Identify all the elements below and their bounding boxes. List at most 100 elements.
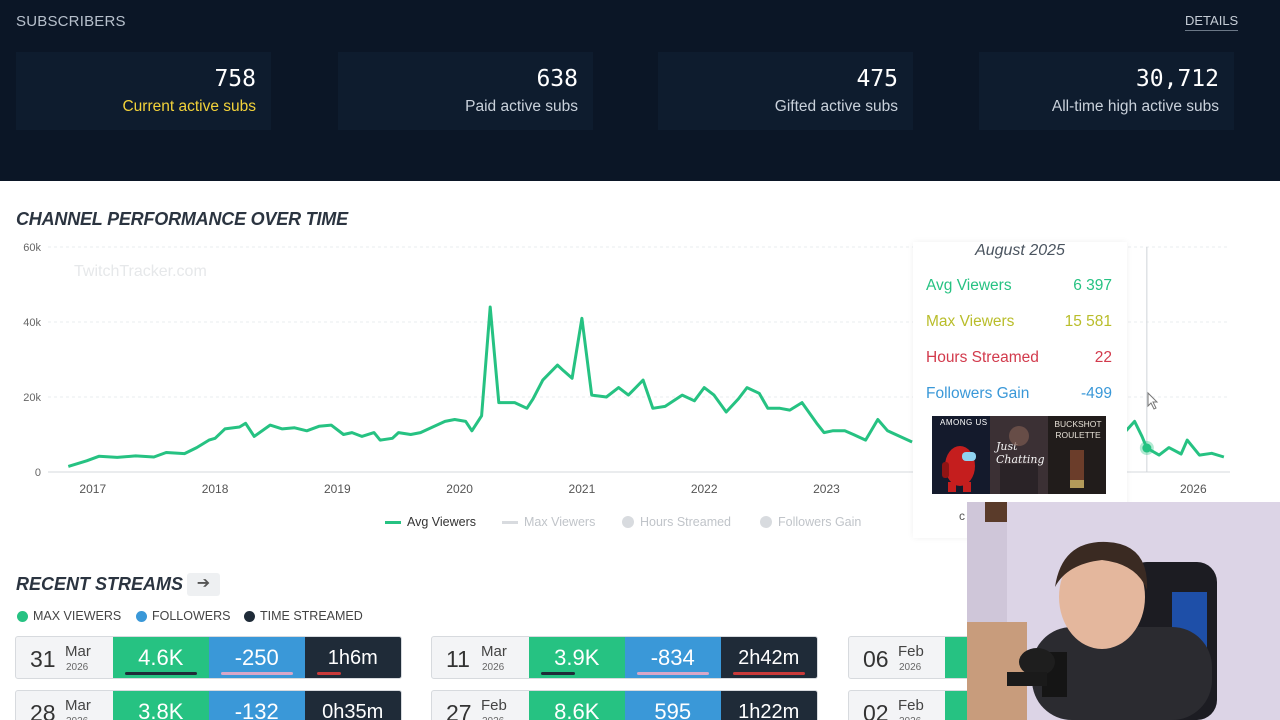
recent-legend-max-viewers: MAX VIEWERS [17, 609, 121, 623]
max-viewers-bar [124, 672, 197, 675]
game-thumb-buckshot-roulette: BUCKSHOT ROULETTE [1048, 416, 1106, 494]
stream-date: 06 Feb 2026 [849, 637, 945, 678]
stream-time-streamed: 0h35m [304, 691, 401, 720]
stream-max-viewers-value: 4.6K [138, 645, 184, 670]
legend-avg-viewers[interactable]: Avg Viewers [385, 515, 476, 529]
stream-date: 11 Mar 2026 [432, 637, 529, 678]
legend-line-icon [502, 520, 518, 524]
stream-max-viewers-value: 8.6K [554, 699, 600, 720]
among-us-crewmate-icon [942, 446, 976, 492]
x-tick-label: 2018 [202, 482, 229, 496]
stat-label: Gifted active subs [774, 98, 898, 115]
stat-current-active-subs: 758 Current active subs [16, 52, 271, 130]
stream-year: 2026 [899, 716, 921, 720]
stat-paid-active-subs: 638 Paid active subs [338, 52, 593, 130]
stream-month: Feb [898, 697, 924, 714]
followers-bar [221, 672, 293, 675]
stream-time-streamed: 1h22m [720, 691, 817, 720]
legend-label: Followers Gain [778, 515, 862, 529]
tooltip-row-hours-streamed: Hours Streamed 22 [926, 349, 1112, 367]
stream-card[interactable]: 28 Mar 2026 3.8K -132 0h35m [15, 690, 402, 720]
stream-time-value: 0h35m [322, 701, 384, 720]
recent-legend-time-streamed: TIME STREAMED [244, 609, 363, 623]
chart-tooltip: August 2025 Avg Viewers 6 397 Max Viewer… [913, 242, 1127, 538]
stream-day: 06 [863, 646, 889, 672]
stream-max-viewers: 3.9K [528, 637, 625, 678]
stream-date: 27 Feb 2026 [432, 691, 529, 720]
followers-bar [637, 672, 709, 675]
stream-month: Mar [65, 643, 91, 660]
stream-followers: -250 [209, 637, 305, 678]
stream-month: Mar [481, 643, 507, 660]
stream-followers-value: -250 [234, 645, 279, 670]
stream-card[interactable]: 06 Feb 2026 [848, 636, 978, 679]
time-streamed-bar [732, 672, 805, 675]
legend-label: Avg Viewers [407, 515, 477, 529]
stream-card[interactable]: 02 Feb 2026 [848, 690, 978, 720]
stat-label: All-time high active subs [1051, 98, 1219, 115]
recent-streams-arrow-button[interactable]: ➔ [187, 573, 220, 596]
performance-title: CHANNEL PERFORMANCE OVER TIME [16, 209, 348, 229]
tooltip-value: 22 [1094, 349, 1112, 366]
legend-dot-icon [760, 516, 772, 528]
stream-card[interactable]: 11 Mar 2026 3.9K -834 2h42m [431, 636, 818, 679]
game-thumb-label: Just Chatting [996, 440, 1045, 466]
legend-label: Hours Streamed [640, 515, 732, 529]
stream-time-value: 1h6m [327, 647, 378, 669]
tooltip-row-max-viewers: Max Viewers 15 581 [926, 313, 1112, 331]
x-tick-label: 2022 [691, 482, 718, 496]
x-tick-label: 2021 [569, 482, 596, 496]
max-viewers-bar [540, 672, 575, 675]
legend-hours-streamed[interactable]: Hours Streamed [622, 515, 731, 529]
stat-value: 638 [536, 66, 578, 92]
tooltip-trailing-text: c [959, 509, 965, 523]
legend-followers-gain[interactable]: Followers Gain [760, 515, 861, 529]
stream-followers-value: -834 [650, 645, 695, 670]
game-thumb-just-chatting: Just Chatting [990, 416, 1048, 494]
avg-viewers-line [1124, 419, 1225, 459]
x-tick-label: 2023 [813, 482, 840, 496]
stream-year: 2026 [66, 716, 88, 720]
stat-all-time-high-subs: 30,712 All-time high active subs [979, 52, 1234, 130]
x-tick-label: 2020 [446, 482, 473, 496]
stream-year: 2026 [899, 662, 922, 673]
stream-max-viewers-value: 3.8K [138, 699, 184, 720]
tooltip-game-thumbnails: AMONG US Just Chatting BUCKSHOT ROULETTE [932, 416, 1106, 494]
legend-max-viewers[interactable]: Max Viewers [502, 515, 595, 529]
stream-month: Feb [898, 643, 924, 660]
avg-viewers-line [67, 305, 913, 468]
stream-time-streamed: 2h42m [720, 637, 817, 678]
stream-max-viewers: 4.6K [112, 637, 209, 678]
tooltip-value: 15 581 [1064, 313, 1112, 330]
legend-line-icon [385, 520, 401, 524]
subscribers-title: SUBSCRIBERS [16, 13, 126, 30]
x-tick-label: 2026 [1180, 482, 1207, 496]
legend-label: Max Viewers [524, 515, 596, 529]
mouse-cursor-icon [1147, 391, 1159, 410]
legend-dot-icon [622, 516, 634, 528]
recent-legend-followers: FOLLOWERS [136, 609, 231, 623]
x-tick-label: 2019 [324, 482, 351, 496]
stat-gifted-active-subs: 475 Gifted active subs [658, 52, 913, 130]
stream-time-streamed: 1h6m [304, 637, 401, 678]
details-link[interactable]: DETAILS [1185, 13, 1239, 31]
stream-date: 28 Mar 2026 [16, 691, 113, 720]
time-streamed-bar [316, 672, 341, 675]
game-thumb-label: AMONG US [940, 418, 988, 427]
stream-year: 2026 [482, 662, 505, 673]
tooltip-label: Followers Gain [926, 385, 1030, 402]
stream-max-viewers: 8.6K [528, 691, 625, 720]
performance-chart[interactable]: TwitchTracker.com 0 20k 40k 60k 2017 2018 2019 2… [0, 236, 1240, 536]
streamer-webcam-image [967, 502, 1280, 720]
tooltip-row-followers-gain: Followers Gain -499 [926, 385, 1112, 403]
legend-label: MAX VIEWERS [33, 609, 122, 623]
stream-time-value: 1h22m [738, 701, 800, 720]
stream-card[interactable]: 31 Mar 2026 4.6K -250 1h6m [15, 636, 402, 679]
stream-followers: -834 [625, 637, 721, 678]
legend-dot-icon [136, 610, 147, 622]
stream-max-viewers-value: 3.9K [554, 645, 600, 670]
stream-year: 2026 [66, 662, 89, 673]
stream-card[interactable]: 27 Feb 2026 8.6K 595 1h22m [431, 690, 818, 720]
stream-day: 28 [30, 700, 56, 720]
stat-label: Paid active subs [465, 98, 578, 115]
